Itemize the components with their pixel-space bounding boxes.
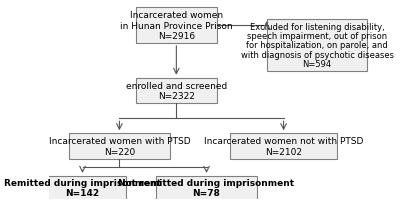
Text: N=2916: N=2916: [158, 32, 195, 41]
Text: in Hunan Province Prison: in Hunan Province Prison: [120, 22, 233, 31]
Text: N=220: N=220: [104, 147, 135, 156]
FancyBboxPatch shape: [136, 78, 216, 104]
Text: N=2102: N=2102: [265, 147, 302, 156]
Text: enrolled and screened: enrolled and screened: [126, 82, 227, 90]
Text: Incarcerated women with PTSD: Incarcerated women with PTSD: [48, 137, 190, 146]
FancyBboxPatch shape: [136, 8, 216, 44]
Text: Not remitted during imprisonment: Not remitted during imprisonment: [118, 179, 294, 188]
Text: Incarcerated women: Incarcerated women: [130, 11, 223, 20]
Text: N=2322: N=2322: [158, 92, 195, 101]
FancyBboxPatch shape: [39, 176, 126, 200]
Text: Incarcerated women not with PTSD: Incarcerated women not with PTSD: [204, 137, 363, 146]
Text: N=142: N=142: [66, 188, 100, 197]
FancyBboxPatch shape: [267, 20, 367, 71]
FancyBboxPatch shape: [156, 176, 257, 200]
FancyBboxPatch shape: [230, 134, 337, 159]
Text: Excluded for listening disability,: Excluded for listening disability,: [250, 23, 384, 32]
Text: for hospitalization, on parole, and: for hospitalization, on parole, and: [246, 41, 388, 50]
Text: N=594: N=594: [302, 60, 332, 69]
Text: speech impairment, out of prison: speech impairment, out of prison: [247, 32, 387, 41]
Text: with diagnosis of psychotic diseases: with diagnosis of psychotic diseases: [240, 51, 394, 60]
FancyBboxPatch shape: [69, 134, 170, 159]
Text: Remitted during imprisonment: Remitted during imprisonment: [4, 179, 161, 188]
Text: N=78: N=78: [192, 188, 220, 197]
